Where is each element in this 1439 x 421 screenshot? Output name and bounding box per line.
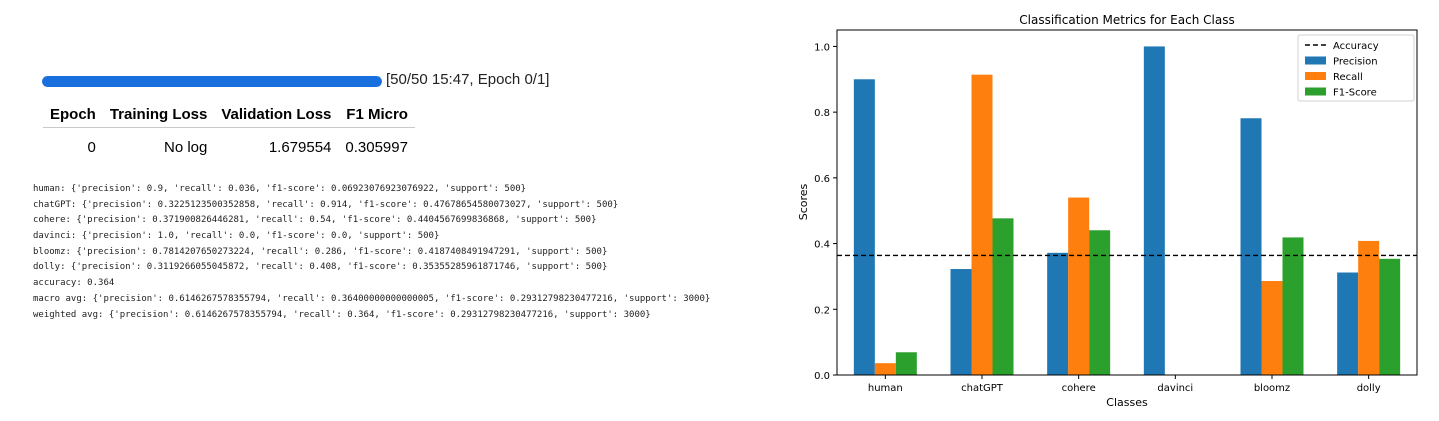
report-line: macro avg: {'precision': 0.6146267578355… bbox=[33, 293, 711, 304]
classification-report: human: {'precision': 0.9, 'recall': 0.03… bbox=[33, 182, 710, 323]
legend-label: F1-Score bbox=[1333, 88, 1377, 99]
x-tick-label: cohere bbox=[1062, 383, 1096, 394]
report-line: chatGPT: {'precision': 0.322512350035285… bbox=[33, 199, 619, 210]
y-tick-label: 0.8 bbox=[814, 108, 830, 119]
bar-f1-score-cohere bbox=[1089, 230, 1111, 375]
table-header-validation-loss: Validation Loss bbox=[214, 101, 339, 128]
table-cell: No log bbox=[164, 138, 208, 156]
bar-f1-score-dolly bbox=[1379, 258, 1401, 375]
x-tick-label: human bbox=[868, 383, 903, 394]
legend-box bbox=[1297, 34, 1415, 102]
x-tick-label: chatGPT bbox=[961, 383, 1004, 394]
legend-swatch-precision bbox=[1305, 56, 1326, 65]
bar-recall-human bbox=[874, 363, 896, 375]
bar-f1-score-human bbox=[895, 352, 917, 375]
legend-label: Precision bbox=[1333, 57, 1378, 68]
table-row: 0 No log 1.679554 0.305997 bbox=[43, 128, 415, 167]
report-line: human: {'precision': 0.9, 'recall': 0.03… bbox=[33, 184, 527, 194]
table-header-training-loss: Training Loss bbox=[102, 101, 215, 128]
y-tick-label: 0.6 bbox=[814, 174, 830, 185]
y-tick-label: 1.0 bbox=[814, 42, 830, 53]
table-cell: 0 bbox=[87, 138, 96, 156]
legend-label: Recall bbox=[1333, 72, 1363, 83]
table-cell: 0.305997 bbox=[345, 138, 408, 156]
report-line: cohere: {'precision': 0.371900826446281,… bbox=[33, 215, 597, 226]
x-tick-label: davinci bbox=[1157, 383, 1193, 394]
chart-legend: Accuracy Precision Recall F1-Score bbox=[1297, 34, 1415, 102]
report-line: accuracy: 0.364 bbox=[33, 278, 115, 289]
report-line: weighted avg: {'precision': 0.6146267578… bbox=[33, 309, 651, 320]
progress-label: [50/50 15:47, Epoch 0/1] bbox=[386, 71, 550, 88]
progress-bar-fill bbox=[42, 76, 382, 87]
x-axis-label: Classes bbox=[1106, 396, 1148, 409]
bar-recall-chatgpt bbox=[971, 74, 993, 375]
bar-recall-bloomz bbox=[1261, 281, 1283, 375]
bar-series bbox=[853, 46, 1401, 376]
y-axis-label: Scores bbox=[797, 183, 810, 220]
bar-recall-dolly bbox=[1358, 240, 1380, 375]
bar-precision-cohere bbox=[1047, 252, 1069, 375]
y-tick-label: 0.0 bbox=[814, 371, 830, 382]
table-body: 0 No log 1.679554 0.305997 bbox=[43, 128, 415, 167]
bar-precision-dolly bbox=[1337, 272, 1359, 375]
legend-swatch-f1-score bbox=[1305, 87, 1326, 96]
y-axis-ticks: 0.0 0.2 0.4 0.6 0.8 1.0 bbox=[814, 42, 837, 382]
x-tick-label: bloomz bbox=[1254, 383, 1290, 394]
training-metrics-table: Epoch Training Loss Validation Loss F1 Micr… bbox=[43, 101, 415, 166]
y-tick-label: 0.2 bbox=[814, 305, 830, 316]
table-header-f1-micro: F1 Micro bbox=[338, 101, 415, 128]
plot-frame bbox=[836, 29, 1418, 376]
bar-precision-chatgpt bbox=[950, 269, 972, 375]
table-header-epoch: Epoch bbox=[43, 101, 103, 128]
bar-precision-davinci bbox=[1143, 46, 1165, 376]
x-axis-ticks: human chatGPT cohere davinci bloomz dolly bbox=[868, 375, 1381, 394]
classification-metrics-chart: Classification Metrics for Each Class 0.… bbox=[797, 13, 1418, 409]
progress-bar bbox=[42, 76, 382, 87]
report-line: davinci: {'precision': 1.0, 'recall': 0.… bbox=[33, 231, 440, 242]
chart-title: Classification Metrics for Each Class bbox=[1019, 13, 1234, 27]
bar-precision-human bbox=[853, 79, 875, 376]
legend-swatch-recall bbox=[1305, 72, 1326, 80]
bar-recall-cohere bbox=[1068, 197, 1090, 375]
training-progress: [50/50 15:47, Epoch 0/1] bbox=[42, 71, 602, 92]
bar-precision-bloomz bbox=[1240, 118, 1262, 376]
report-line: bloomz: {'precision': 0.7814207650273224… bbox=[33, 246, 608, 257]
bar-f1-score-chatgpt bbox=[992, 218, 1014, 375]
table-header-row: Epoch Training Loss Validation Loss F1 Micr… bbox=[43, 101, 415, 128]
legend-label: Accuracy bbox=[1333, 41, 1379, 52]
y-tick-label: 0.4 bbox=[814, 240, 830, 251]
report-line: dolly: {'precision': 0.3119266055045872,… bbox=[33, 262, 608, 273]
x-tick-label: dolly bbox=[1357, 383, 1381, 394]
bar-f1-score-bloomz bbox=[1282, 237, 1304, 375]
table-cell: 1.679554 bbox=[268, 138, 332, 156]
training-output-pane: [50/50 15:47, Epoch 0/1] Epoch Training L… bbox=[33, 71, 710, 323]
